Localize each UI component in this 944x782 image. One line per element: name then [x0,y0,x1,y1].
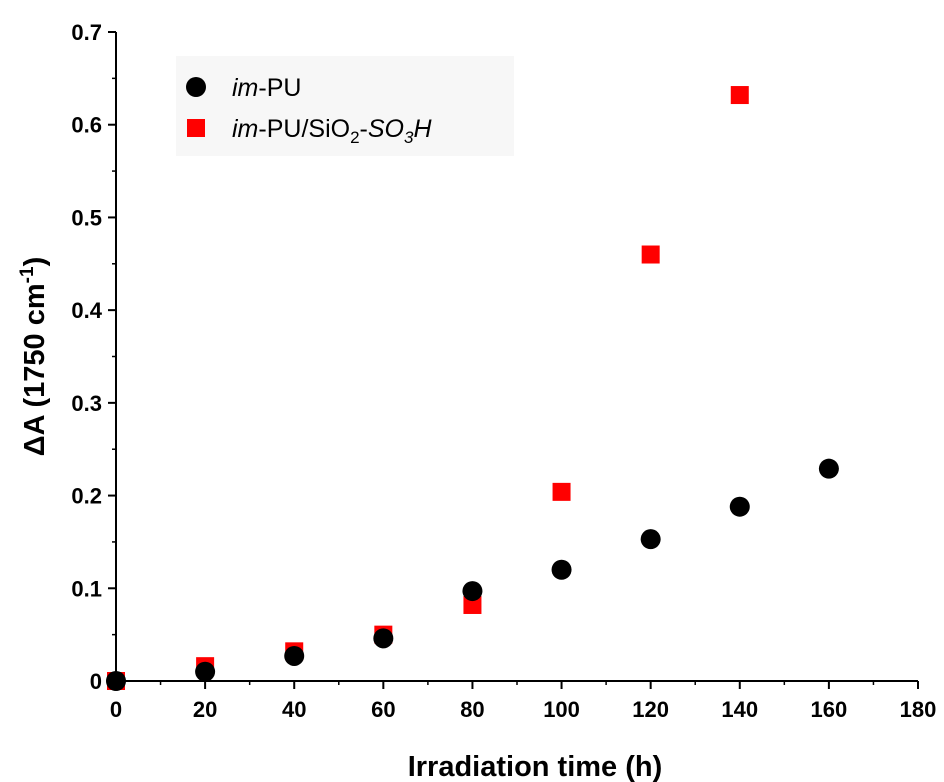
data-point-circle [640,529,661,550]
y-axis-title: ΔA (1750 cm-1) [17,257,51,457]
y-tick-label: 0.6 [71,113,102,138]
data-point-circle [284,645,305,666]
data-point-square [552,482,571,501]
y-tick-label: 0.1 [71,576,102,601]
x-tick-label: 100 [543,697,580,722]
legend-marker [187,119,205,137]
y-tick-label: 0.5 [71,205,102,230]
x-tick-label: 120 [632,697,669,722]
axis-titles: Irradiation time (h) ΔA (1750 cm-1) [17,257,662,782]
x-tick-label: 20 [193,697,217,722]
y-tick-label: 0.7 [71,20,102,45]
legend: im-PU im-PU/SiO2-SO3H [186,74,432,147]
x-tick-label: 60 [371,697,395,722]
x-tick-label: 40 [282,697,306,722]
data-point-circle [462,581,483,602]
data-point-circle [373,628,394,649]
legend-label: im-PU/SiO2-SO3H [232,115,432,147]
y-tick-label: 0.3 [71,391,102,416]
data-point-circle [551,559,572,580]
legend-background [176,56,514,156]
x-tick-label: 80 [460,697,484,722]
data-point-circle [818,458,839,479]
x-tick-label: 160 [811,697,848,722]
data-points [106,86,839,691]
legend-label: im-PU [232,74,301,102]
y-tick-label: 0.4 [71,298,102,323]
x-tick-label: 140 [721,697,758,722]
data-point-circle [106,671,126,691]
data-point-circle [195,661,216,682]
legend-marker [186,77,206,97]
y-tick-label: 0 [90,669,102,694]
x-tick-label: 180 [900,697,937,722]
ticks: 0 20 40 60 80 100 120 140 160 180 0 0.1 0.2 0.3 0.4 0.5… [71,20,936,722]
data-point-circle [729,496,750,517]
data-point-square [730,86,749,105]
data-point-square [641,245,660,264]
x-axis-title: Irradiation time (h) [408,751,663,782]
y-tick-label: 0.2 [71,484,102,509]
x-tick-label: 0 [110,697,122,722]
data-point-square [463,595,482,614]
